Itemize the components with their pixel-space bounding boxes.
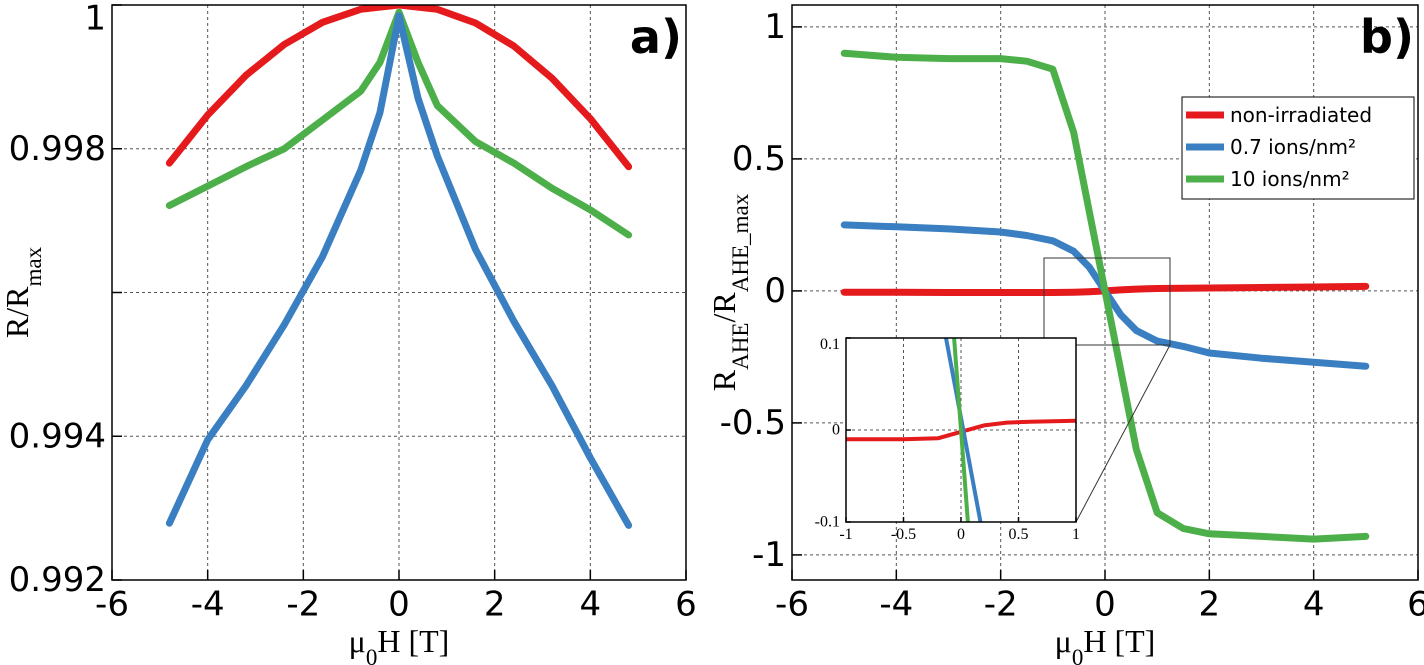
y-tick-label: 0.992 [9, 560, 106, 600]
x-tick-label: -4 [191, 585, 225, 625]
y-tick-label: 0 [832, 422, 840, 439]
y-tick-label: -1 [752, 535, 786, 575]
y-axis-label: RAHE/RAHE_max [706, 193, 753, 391]
x-tick-label: -6 [775, 585, 809, 625]
data-line [165, 5, 633, 171]
y-axis-label-part: R [706, 369, 742, 391]
inset: -1 -0.5 0 0.5 1 -0.1 0 0.1 [815, 336, 1080, 543]
legend-label: 10 ions/nm² [1230, 167, 1350, 191]
panel-label: a) [630, 10, 682, 64]
x-tick-label: 2 [484, 585, 506, 625]
data-line [952, 338, 970, 522]
x-tick-label: 0 [1094, 585, 1116, 625]
x-tick-label: 0.5 [1009, 526, 1029, 543]
y-tick-label: 1 [84, 0, 106, 39]
series-group [840, 49, 1370, 543]
y-tick-label: -0.5 [720, 403, 786, 443]
x-tick-label: 2 [1199, 585, 1221, 625]
data-line [846, 418, 1076, 442]
x-axis-label-part: H [T] [377, 623, 449, 659]
plot-frame [111, 4, 687, 581]
x-tick-label: 6 [1407, 585, 1424, 625]
x-tick-label: 4 [580, 585, 602, 625]
y-tick-label: 1 [764, 7, 786, 47]
x-tick-label: 6 [675, 585, 697, 625]
zoom-box [1043, 257, 1171, 346]
x-tick-label: 0 [388, 585, 410, 625]
x-axis-label-part: 0 [366, 644, 378, 665]
series-group [165, 5, 633, 529]
x-tick-label: -1 [839, 526, 852, 543]
legend: non-irradiated 0.7 ions/nm² 10 ions/nm² [1181, 96, 1415, 200]
y-axis-label-part: R/R [0, 286, 35, 338]
x-tick-label: 1 [1072, 526, 1080, 543]
panel-a: -6 -4 -2 0 2 4 6 0.992 0.994 0.998 1 μ0H [T] R/Rmax a… [0, 0, 697, 665]
x-axis-label-part: μ [349, 623, 366, 659]
y-axis-label-part: /R [706, 292, 742, 323]
panel-label: b) [1360, 10, 1414, 64]
plot-area [112, 5, 686, 580]
x-axis-label: μ0H [T] [349, 623, 450, 665]
plot-frame [791, 4, 1419, 581]
y-axis-label-part: AHE [727, 323, 753, 370]
x-axis-label-part: H [T] [1083, 623, 1155, 659]
data-line [165, 8, 633, 239]
y-tick-label: 0 [764, 271, 786, 311]
y-tick-label: 0.5 [732, 139, 786, 179]
y-tick-label: -0.1 [815, 514, 840, 531]
zoom-connector [1075, 344, 1171, 523]
y-tick-label: 0.994 [9, 416, 106, 456]
plot-frame [845, 337, 1077, 523]
x-tick-label: 4 [1303, 585, 1325, 625]
x-tick-label: -6 [95, 585, 129, 625]
data-line [840, 49, 1370, 543]
legend-label: 0.7 ions/nm² [1230, 135, 1356, 159]
x-tick-label: -0.5 [891, 526, 916, 543]
y-axis-label-part: max [20, 246, 46, 286]
legend-label: non-irradiated [1230, 103, 1372, 127]
x-axis-label-part: 0 [1072, 644, 1084, 665]
data-line [944, 338, 983, 522]
x-tick-label: -2 [984, 585, 1018, 625]
y-tick-label: 0.998 [9, 129, 106, 169]
data-line [165, 12, 633, 529]
x-tick-label: -2 [286, 585, 320, 625]
y-axis-label-part: AHE_max [727, 193, 753, 292]
series-group [846, 338, 1076, 522]
y-tick-label: 0.1 [820, 336, 840, 353]
y-axis-label: R/Rmax [0, 246, 46, 338]
x-axis-label-part: μ [1055, 623, 1072, 659]
x-tick-label: -4 [879, 585, 913, 625]
x-axis-label: μ0H [T] [1055, 623, 1156, 665]
x-tick-label: 0 [957, 526, 965, 543]
